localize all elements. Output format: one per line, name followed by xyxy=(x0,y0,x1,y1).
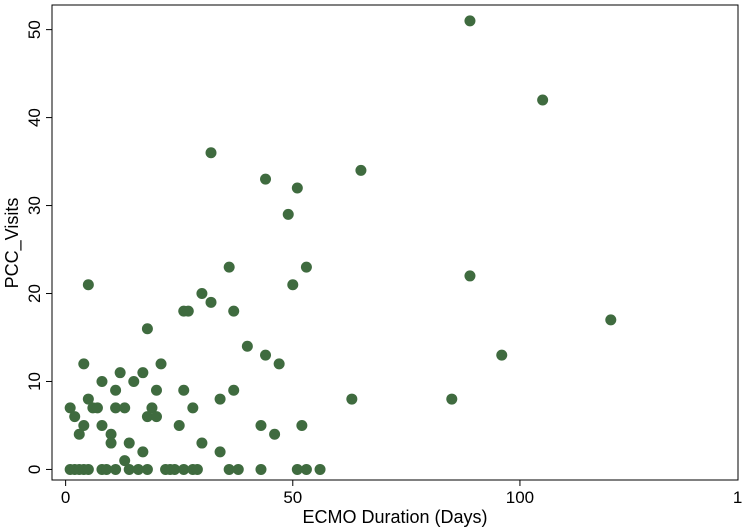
data-point xyxy=(105,428,117,440)
x-axis-ticks: 0 50 100 150 xyxy=(61,480,742,507)
data-point xyxy=(446,393,458,405)
data-point xyxy=(119,402,131,414)
data-point xyxy=(228,384,240,396)
data-point xyxy=(178,384,190,396)
data-point xyxy=(114,367,126,379)
data-point xyxy=(300,463,312,475)
y-tick-label: 50 xyxy=(25,20,44,39)
data-point xyxy=(346,393,358,405)
data-point xyxy=(287,279,299,291)
x-tick-label: 0 xyxy=(61,488,70,507)
data-point xyxy=(150,411,162,423)
data-point xyxy=(196,437,208,449)
data-point xyxy=(64,402,76,414)
data-point xyxy=(91,402,103,414)
data-point xyxy=(155,358,167,370)
data-point xyxy=(232,463,244,475)
y-tick-label: 30 xyxy=(25,196,44,215)
data-point xyxy=(141,463,153,475)
data-point xyxy=(496,349,508,361)
y-tick-label: 40 xyxy=(25,108,44,127)
data-point xyxy=(78,358,90,370)
data-point xyxy=(73,428,85,440)
data-point xyxy=(110,463,122,475)
data-point xyxy=(96,419,108,431)
data-point xyxy=(82,463,94,475)
data-point xyxy=(105,437,117,449)
data-point xyxy=(187,402,199,414)
data-point xyxy=(223,261,235,273)
data-point xyxy=(464,270,476,282)
y-axis-ticks: 0 10 20 30 40 50 xyxy=(25,20,52,474)
data-point xyxy=(123,437,135,449)
data-point xyxy=(296,419,308,431)
data-point xyxy=(205,296,217,308)
data-point xyxy=(464,15,476,27)
data-point xyxy=(69,411,81,423)
data-point xyxy=(123,463,135,475)
x-tick-label: 100 xyxy=(506,488,534,507)
data-point xyxy=(110,384,122,396)
data-point xyxy=(182,305,194,317)
data-point xyxy=(78,419,90,431)
data-point xyxy=(273,358,285,370)
data-point xyxy=(110,402,122,414)
data-point xyxy=(196,288,208,300)
data-point xyxy=(128,375,140,387)
data-point xyxy=(260,349,272,361)
y-tick-label: 20 xyxy=(25,284,44,303)
data-point xyxy=(141,323,153,335)
data-point xyxy=(205,147,217,159)
x-axis-label: ECMO Duration (Days) xyxy=(302,507,487,527)
data-point xyxy=(82,279,94,291)
y-tick-label: 0 xyxy=(25,465,44,474)
data-point xyxy=(173,419,185,431)
data-point xyxy=(214,446,226,458)
data-point xyxy=(137,446,149,458)
data-point xyxy=(101,463,113,475)
data-point xyxy=(537,94,549,106)
data-point xyxy=(132,463,144,475)
data-point xyxy=(228,305,240,317)
data-point xyxy=(223,463,235,475)
x-tick-label: 50 xyxy=(283,488,302,507)
data-point xyxy=(269,428,281,440)
data-point xyxy=(605,314,617,326)
data-point xyxy=(241,340,253,352)
data-point xyxy=(169,463,181,475)
data-point xyxy=(291,182,303,194)
data-point xyxy=(146,402,158,414)
data-points xyxy=(64,15,617,475)
data-point xyxy=(150,384,162,396)
data-point xyxy=(96,375,108,387)
data-point xyxy=(119,455,131,467)
data-point xyxy=(300,261,312,273)
x-tick-label: 150 xyxy=(733,488,742,507)
data-point xyxy=(255,463,267,475)
data-point xyxy=(178,463,190,475)
data-point xyxy=(314,463,326,475)
plot-area xyxy=(51,4,739,481)
data-point xyxy=(191,463,203,475)
data-point xyxy=(214,393,226,405)
data-point xyxy=(260,173,272,185)
data-point xyxy=(82,393,94,405)
y-tick-label: 10 xyxy=(25,372,44,391)
data-point xyxy=(291,463,303,475)
y-axis-label: PCC_Visits xyxy=(2,198,23,289)
data-point xyxy=(141,411,153,423)
data-point xyxy=(355,164,367,176)
data-point xyxy=(255,419,267,431)
data-point xyxy=(282,208,294,220)
data-point xyxy=(137,367,149,379)
